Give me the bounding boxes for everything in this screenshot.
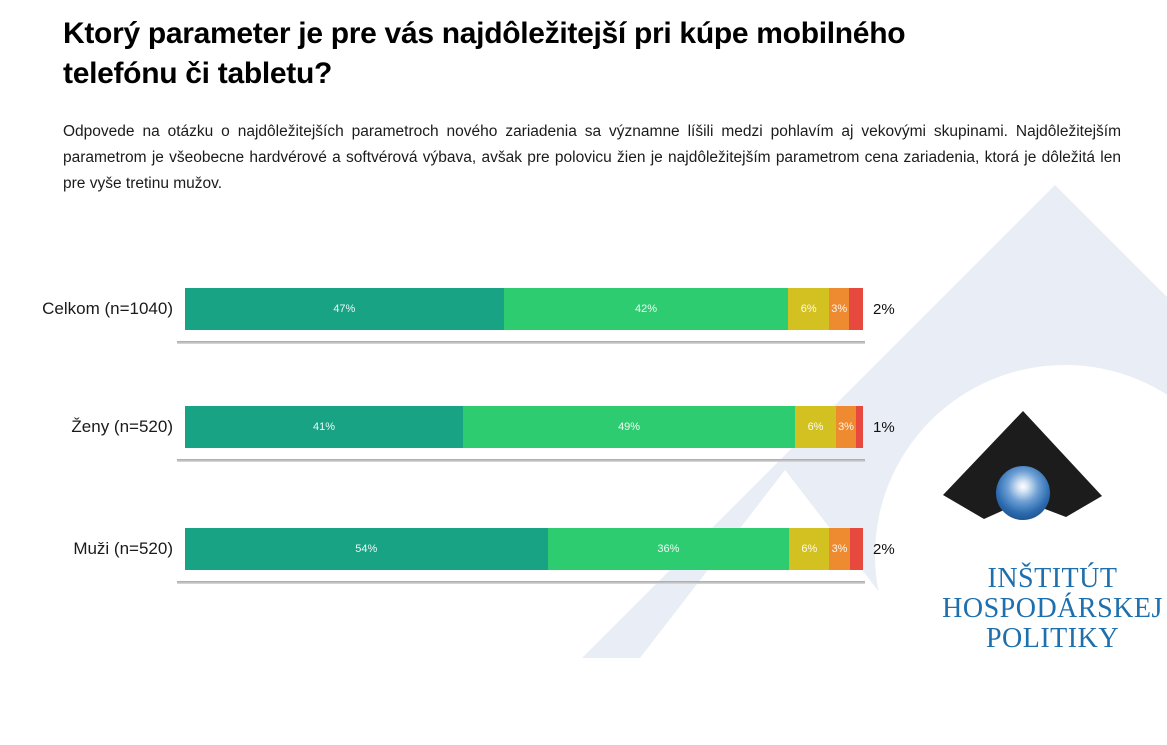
bar-segment-value-label: 3% [831, 303, 848, 315]
logo-wordmark-line3: POLITIKY [985, 623, 1120, 654]
bar-segment-2: 49% [462, 406, 796, 448]
bar-segment-5 [856, 406, 863, 448]
logo-wordmark: INŠTITÚT HOSPODÁRSKEJ POLITIKY [920, 564, 1167, 654]
ihp-eye-logo-icon [943, 411, 1102, 520]
bar-segment-value-label: 54% [355, 543, 378, 555]
bar-outside-value-label: 1% [873, 418, 895, 436]
bar-segment-4: 3% [829, 528, 850, 570]
bar-outside-value-label: 2% [873, 300, 895, 318]
bar-segment-2: 36% [547, 528, 790, 570]
bar-segment-1: 41% [185, 406, 463, 448]
stacked-bar-chart: Celkom (n=1040) 47% 42% 6% 3% 2% Ženy (n=520) 4… [42, 288, 895, 584]
bar-segment-value-label: 47% [333, 303, 356, 315]
chart-row-bar: 54% 36% 6% 3% [185, 528, 863, 570]
bar-segment-value-label: 3% [831, 543, 848, 555]
bar-segment-value-label: 6% [807, 421, 824, 433]
bar-segment-value-label: 41% [312, 421, 335, 433]
bar-segment-value-label: 49% [618, 421, 641, 433]
bar-baseline [177, 581, 865, 584]
page-title: Ktorý parameter je pre vás najdôležitejš… [63, 17, 906, 90]
bar-baseline [177, 459, 865, 462]
bar-segment-value-label: 42% [635, 303, 658, 315]
bar-segment-1: 54% [185, 528, 548, 570]
chart-row-bar: 47% 42% 6% 3% [185, 288, 863, 330]
bar-segment-value-label: 6% [801, 543, 818, 555]
chart-row-bar: 41% 49% 6% 3% [185, 406, 863, 448]
bar-segment-3: 6% [795, 406, 836, 448]
bar-segment-2: 42% [503, 288, 789, 330]
bar-segment-3: 6% [788, 288, 830, 330]
bar-segment-4: 3% [835, 406, 857, 448]
category-label: Celkom (n=1040) [42, 299, 173, 318]
bar-outside-value-label: 2% [873, 540, 895, 558]
bar-segment-value-label: 6% [800, 303, 817, 315]
bar-baseline [177, 341, 865, 344]
page-subtitle: Odpovede na otázku o najdôležitejších pa… [63, 123, 1121, 192]
category-label: Ženy (n=520) [71, 417, 173, 436]
bar-segment-3: 6% [789, 528, 830, 570]
bar-segment-value-label: 3% [838, 421, 854, 433]
bar-segment-4: 3% [829, 288, 850, 330]
bar-segment-5 [849, 528, 863, 570]
logo-wordmark-line2: HOSPODÁRSKEJ [942, 593, 1163, 624]
bar-segment-value-label: 36% [657, 543, 680, 555]
logo-wordmark-line1: INŠTITÚT [987, 563, 1118, 594]
category-label: Muži (n=520) [73, 539, 173, 558]
logo-eye-ball [996, 466, 1050, 520]
logo-diamond-shape [943, 411, 1102, 519]
bar-segment-1: 47% [185, 288, 504, 330]
bar-segment-5 [849, 288, 863, 330]
